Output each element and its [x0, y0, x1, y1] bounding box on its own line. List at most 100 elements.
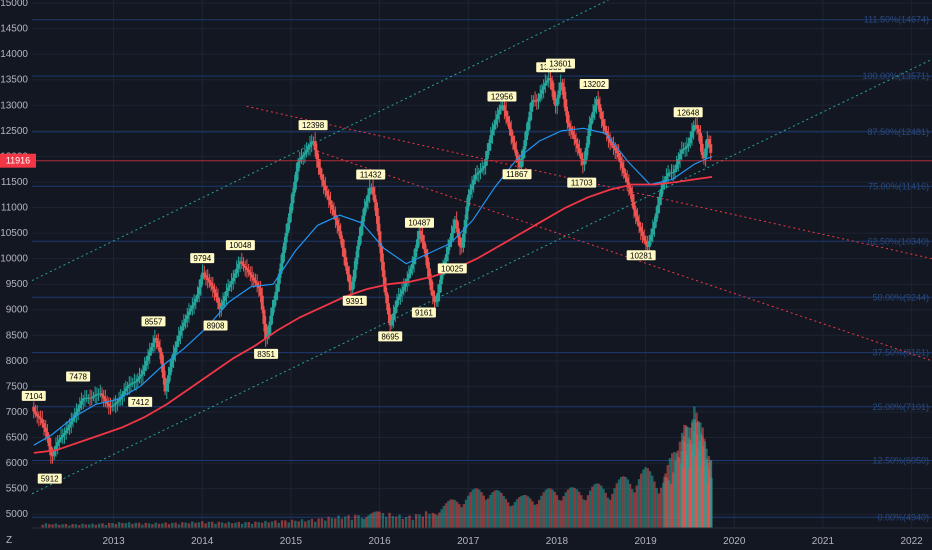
volume-bar: [254, 521, 257, 528]
candle-body: [146, 355, 150, 361]
pivot-label: 9391: [346, 297, 364, 306]
candle-body: [690, 131, 694, 138]
volume-bar: [144, 522, 147, 528]
candle-body: [511, 135, 515, 143]
candle-body: [417, 230, 421, 240]
candle-body: [453, 219, 457, 227]
volume-bar: [391, 516, 395, 528]
volume-bar: [294, 520, 297, 528]
volume-bar: [204, 523, 207, 528]
volume-bar: [444, 503, 448, 528]
volume-bar: [284, 520, 287, 528]
volume-bar: [600, 485, 603, 528]
candle-body: [642, 236, 646, 241]
candle-body: [224, 291, 228, 296]
candle-body: [110, 405, 114, 407]
candle-body: [277, 273, 281, 284]
fib-level-label: 111.50%(14674): [864, 15, 929, 25]
pivot-label-box: [437, 263, 467, 274]
volume-bar: [582, 499, 585, 528]
volume-bar: [357, 515, 360, 528]
volume-bar: [611, 493, 614, 528]
x-tick-label: 2017: [457, 536, 480, 547]
candle-body: [322, 180, 326, 186]
volume-bar: [58, 524, 61, 528]
volume-bar: [553, 491, 556, 528]
candle-body: [501, 105, 505, 107]
candle-body: [195, 294, 199, 299]
scale-mode-label[interactable]: Z: [6, 535, 12, 546]
candle-body: [173, 347, 177, 354]
volume-bar: [575, 489, 579, 528]
volume-bar: [411, 519, 415, 528]
volume-bar: [378, 511, 381, 528]
candle-body: [644, 240, 648, 245]
pivot-label-box: [545, 58, 575, 69]
candle-body: [371, 187, 375, 195]
pivot-label-box: [21, 390, 46, 401]
volume-bar: [458, 504, 461, 528]
candle-body: [177, 335, 181, 342]
volume-bar: [555, 495, 559, 528]
pivot-label-box: [356, 169, 386, 180]
candle-body: [61, 434, 65, 438]
candle-body: [535, 100, 539, 102]
volume-bar: [41, 524, 44, 528]
candle-body: [687, 143, 691, 147]
candle-body: [508, 122, 512, 130]
candle-body: [132, 382, 136, 384]
volume-bar: [230, 523, 234, 528]
y-tick-label: 5000: [6, 509, 29, 520]
candle-body: [574, 139, 578, 144]
candle-body: [136, 378, 140, 382]
y-tick-label: 6500: [6, 433, 29, 444]
candle-body: [463, 219, 467, 234]
volume-bar: [502, 496, 505, 528]
candle-body: [68, 424, 72, 428]
candle-body: [398, 293, 402, 297]
volume-bar: [591, 486, 594, 528]
candle-body: [564, 99, 568, 112]
candle-body: [156, 341, 160, 348]
volume-bar: [593, 484, 596, 528]
pivot-label-box: [66, 371, 91, 382]
volume-bar: [513, 502, 517, 528]
volume-bar: [520, 495, 523, 528]
candle-body: [115, 401, 119, 404]
candle-body: [509, 129, 513, 136]
volume-bar: [635, 485, 638, 528]
candle-body: [305, 149, 309, 153]
volume-bar: [604, 492, 607, 528]
candle-body: [646, 244, 650, 247]
volume-bar: [385, 516, 388, 528]
candle-body: [664, 176, 668, 180]
candle-body: [697, 128, 701, 133]
candle-body: [351, 281, 355, 291]
candle-body: [571, 131, 575, 135]
candle-body: [276, 283, 280, 292]
volume-bar: [577, 491, 581, 528]
candle-body: [552, 90, 556, 101]
pivot-label-box: [203, 320, 228, 331]
volume-bar: [137, 522, 141, 528]
volume-bar: [177, 524, 181, 528]
candle-body: [168, 367, 172, 376]
candle-body: [262, 309, 266, 324]
volume-bar: [460, 507, 463, 528]
candle-body: [661, 184, 665, 190]
volume-bar: [628, 483, 632, 528]
pivot-label: 10281: [630, 251, 653, 260]
candle-body: [255, 282, 259, 286]
y-tick-label: 12500: [0, 126, 28, 137]
candle-body: [477, 172, 481, 174]
volume-bar: [191, 521, 194, 528]
pivot-label-box: [502, 169, 532, 180]
volume-bar: [164, 522, 167, 528]
candle-body: [218, 303, 222, 310]
candle-body: [69, 421, 73, 425]
volume-bar: [624, 476, 627, 528]
volume-bar: [207, 521, 211, 528]
volume-bar: [606, 497, 610, 528]
candle-body: [419, 230, 423, 235]
